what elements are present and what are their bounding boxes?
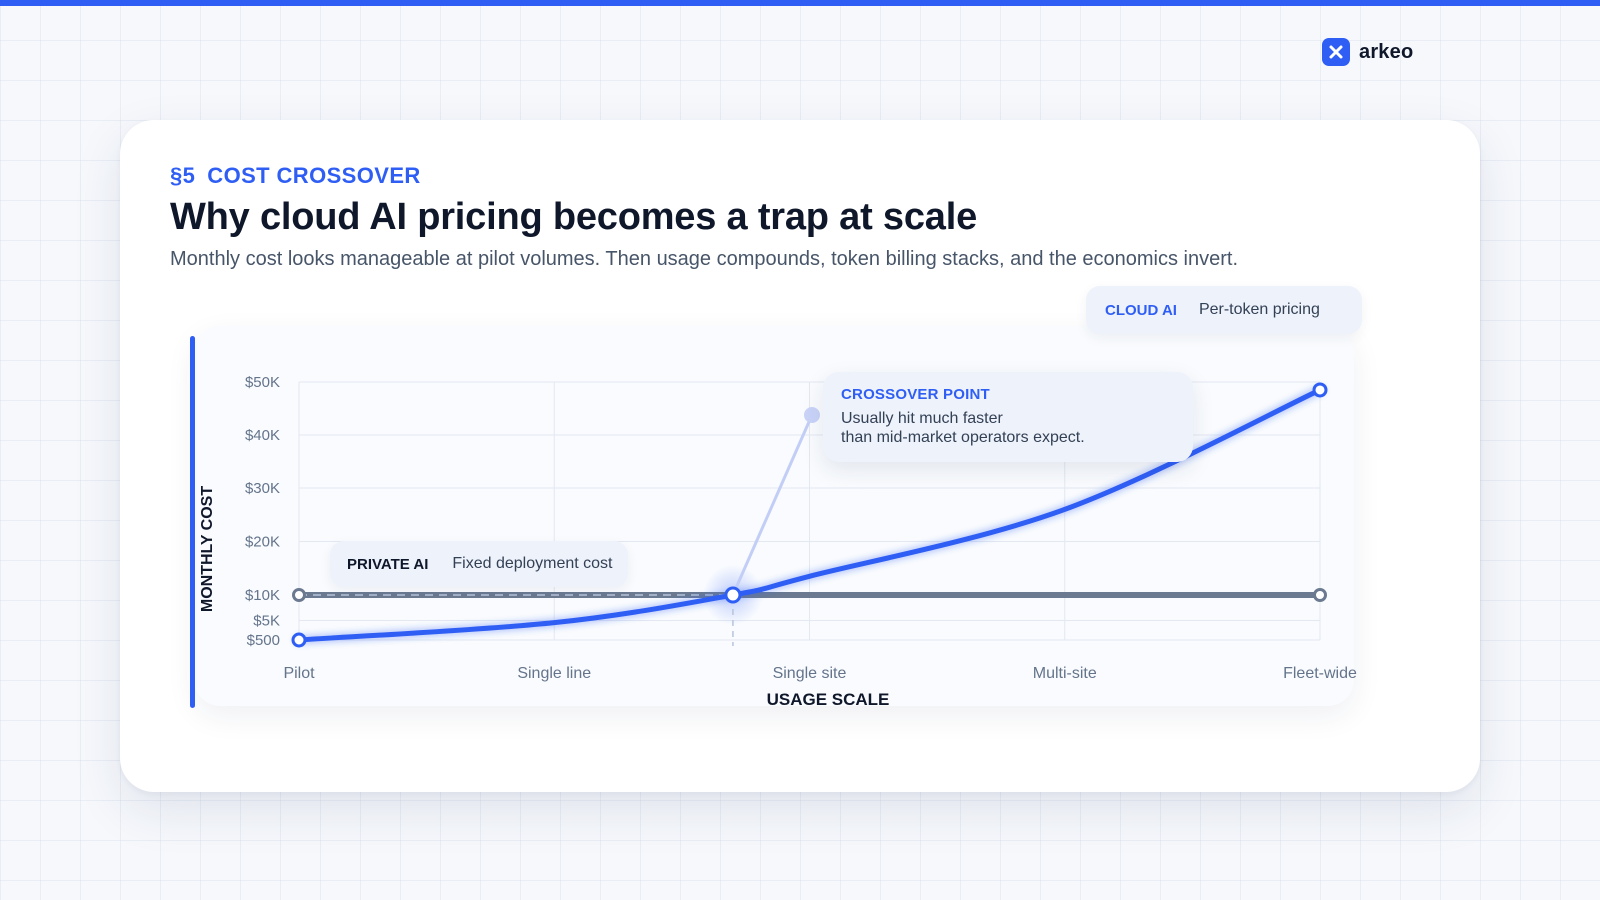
page-subtitle: Monthly cost looks manageable at pilot v…	[170, 248, 1238, 270]
y-tick-label: $20K	[245, 534, 280, 551]
y-tick-label: $50K	[245, 374, 280, 391]
x-axis-label: USAGE SCALE	[767, 690, 890, 709]
chart-series	[291, 382, 1328, 648]
y-axis-label: MONTHLY COST	[199, 486, 216, 612]
cloud-ai-point	[291, 632, 307, 648]
y-tick-label: $5K	[253, 613, 280, 630]
crossover-point	[724, 586, 742, 604]
x-tick-label: Single site	[773, 665, 847, 682]
section-eyebrow: §5 COST CROSSOVER	[170, 163, 421, 189]
y-tick-labels: $500 $5K $10K $20K $30K $40K $50K	[245, 374, 280, 649]
y-tick-label: $40K	[245, 427, 280, 444]
callout-line-1: Usually hit much faster	[841, 410, 1003, 427]
legend-cloud-ai: CLOUD AI Per-token pricing	[1086, 286, 1362, 334]
section-label: COST CROSSOVER	[207, 163, 421, 188]
x-tick-label: Single line	[517, 665, 591, 682]
page-title: Why cloud AI pricing becomes a trap at s…	[170, 196, 978, 238]
callout-line-2: than mid-market operators expect.	[841, 429, 1085, 446]
x-tick-label: Multi-site	[1033, 665, 1097, 682]
legend-private-ai: PRIVATE AI Fixed deployment cost	[330, 541, 628, 587]
legend-cloud-desc: Per-token pricing	[1198, 301, 1320, 318]
y-tick-label: $500	[247, 632, 280, 649]
top-accent-bar	[0, 0, 1600, 6]
callout-anchor-dot	[804, 407, 820, 423]
brand-name: arkeo	[1359, 40, 1414, 63]
private-ai-point	[1313, 588, 1327, 602]
x-tick-label: Pilot	[283, 665, 315, 682]
y-axis-accent-bar	[190, 336, 195, 708]
cloud-ai-line	[296, 387, 1323, 643]
cloud-ai-point	[1312, 382, 1328, 398]
callout-connector	[731, 413, 814, 597]
crossover-callout: CROSSOVER POINT Usually hit much faster …	[823, 372, 1193, 462]
y-tick-label: $30K	[245, 480, 280, 497]
section-number: §5	[170, 163, 196, 188]
private-ai-point	[292, 588, 306, 602]
brand-logo[interactable]: arkeo	[1322, 38, 1413, 66]
close-x-icon	[1322, 38, 1350, 66]
legend-cloud-tag: CLOUD AI	[1105, 301, 1177, 319]
legend-private-tag: PRIVATE AI	[347, 555, 429, 573]
legend-private-desc: Fixed deployment cost	[452, 555, 613, 572]
x-tick-labels: Pilot Single line Single site Multi-site Fle…	[283, 665, 1357, 682]
x-tick-label: Fleet-wide	[1283, 665, 1357, 682]
callout-title: CROSSOVER POINT	[841, 386, 990, 403]
y-tick-label: $10K	[245, 587, 280, 604]
